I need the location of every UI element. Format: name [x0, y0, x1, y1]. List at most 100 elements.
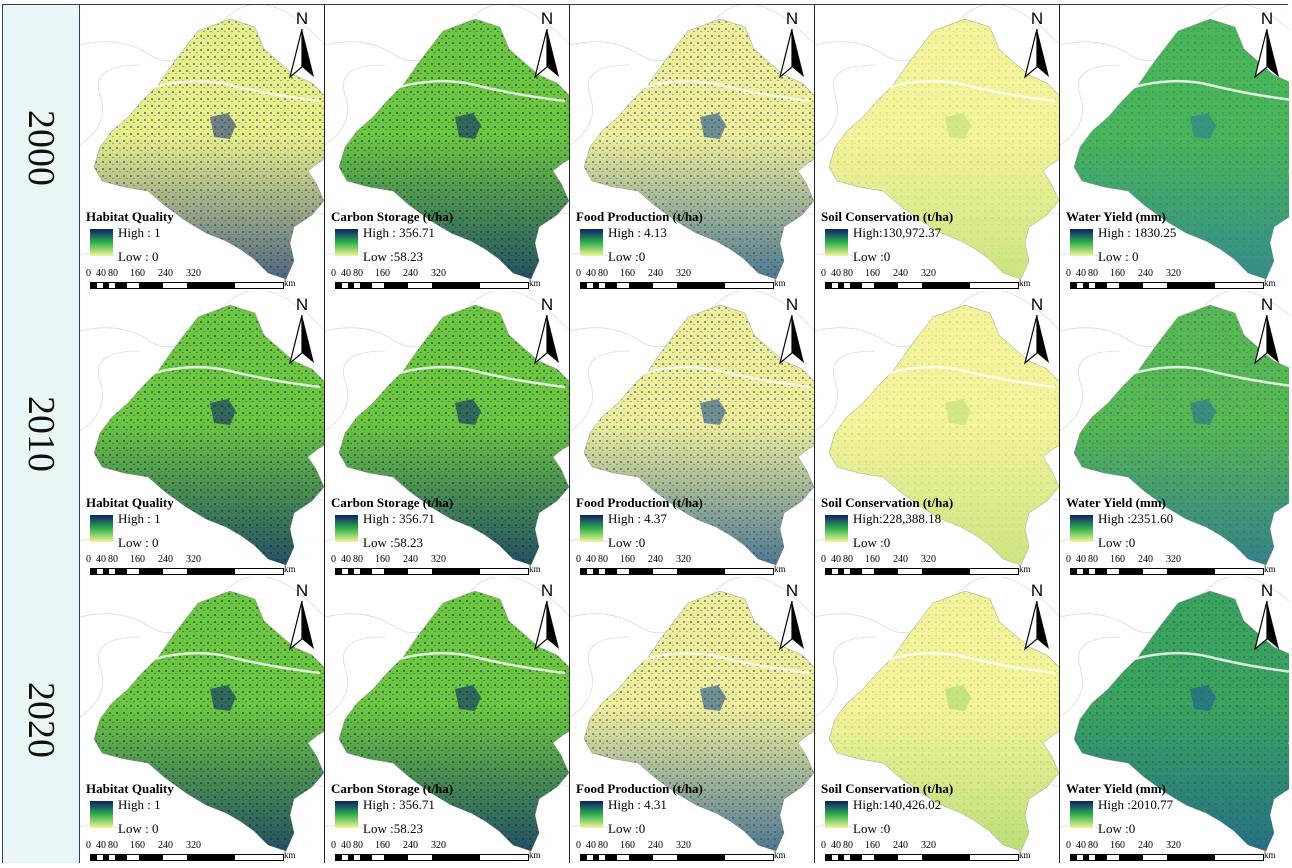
study-region-shade	[829, 19, 1059, 279]
color-ramp	[90, 515, 113, 542]
lake	[455, 399, 481, 425]
legend-title: Food Production (t/ha)	[576, 495, 703, 510]
study-region-shade	[584, 19, 814, 279]
scale-tick: 160	[620, 268, 635, 279]
legend: Soil Conservation (t/ha) High:140,426.02 L…	[821, 781, 1021, 836]
map-raster	[1060, 577, 1289, 852]
map-raster	[570, 291, 814, 566]
lake	[700, 399, 726, 425]
north-arrow-icon: N	[1023, 9, 1051, 79]
river	[139, 651, 321, 675]
legend: Water Yield (mm) High : 1830.25 Low : 0	[1066, 209, 1266, 264]
year-label: 2020	[20, 682, 62, 758]
scale-bar: 0 40 80 160 240 320 km	[576, 268, 796, 290]
scale-tick: 320	[186, 554, 201, 565]
legend-title: Habitat Quality	[86, 495, 174, 510]
map-panel: N Food Production (t/ha) High : 4.31 Low :0…	[570, 577, 815, 863]
north-label: N	[1030, 9, 1044, 28]
color-ramp	[90, 801, 113, 828]
scale-tick: 240	[1138, 268, 1153, 279]
color-ramp	[825, 229, 848, 256]
scale-tick: 160	[620, 840, 635, 851]
scale-tick: 0	[821, 840, 826, 851]
scale-tick: 40	[831, 268, 841, 279]
legend-low: Low :58.23	[363, 821, 423, 836]
north-label: N	[1260, 295, 1274, 314]
scale-tick: 40	[1076, 840, 1086, 851]
scale-segments	[90, 568, 284, 575]
scale-unit: km	[529, 278, 541, 288]
legend-title: Food Production (t/ha)	[576, 209, 703, 224]
map-raster	[1060, 291, 1289, 566]
legend-low: Low :0	[608, 249, 646, 264]
scale-tick: 160	[1110, 268, 1125, 279]
legend-high: High :2010.77	[1098, 797, 1174, 812]
scale-tick: 0	[1066, 554, 1071, 565]
scale-tick: 240	[158, 268, 173, 279]
river	[1119, 79, 1289, 101]
scale-tick: 0	[576, 840, 581, 851]
scale-bar: 0 40 80 160 240 320 km	[576, 554, 796, 576]
lake	[700, 113, 726, 139]
map-panel: N Habitat Quality High : 1 Low : 0 0 40 80 160 2…	[80, 577, 325, 863]
scale-tick: 40	[586, 268, 596, 279]
scale-tick: 320	[186, 268, 201, 279]
scale-tick: 320	[676, 554, 691, 565]
legend: Food Production (t/ha) High : 4.31 Low :0	[576, 781, 776, 836]
year-cell: 2000	[3, 5, 80, 291]
map-panel: N Soil Conservation (t/ha) High:228,388.18…	[815, 291, 1060, 577]
scale-segments	[825, 568, 1019, 575]
map-raster	[325, 577, 569, 852]
legend-low: Low : 0	[118, 249, 159, 264]
legend-title: Water Yield (mm)	[1066, 209, 1166, 224]
scale-segments	[1070, 282, 1264, 289]
north-label: N	[1030, 295, 1044, 314]
scale-segments	[335, 854, 529, 861]
figure-grid: 2000 N Habitat Quality High : 1 Low : 0 0 40 80…	[2, 4, 1289, 863]
scale-tick: 0	[821, 268, 826, 279]
scale-bar: 0 40 80 160 240 320 km	[86, 554, 306, 576]
river	[1119, 651, 1289, 673]
color-ramp	[580, 515, 603, 542]
scale-tick: 240	[648, 268, 663, 279]
legend-high: High : 1830.25	[1098, 225, 1177, 240]
scale-segments	[825, 282, 1019, 289]
scale-unit: km	[774, 850, 786, 860]
lake	[700, 685, 726, 711]
scale-tick: 0	[86, 268, 91, 279]
scale-tick: 320	[431, 554, 446, 565]
north-arrow-icon: N	[533, 295, 561, 365]
scale-tick: 160	[1110, 840, 1125, 851]
map-raster	[325, 5, 569, 280]
legend: Food Production (t/ha) High : 4.37 Low :0	[576, 495, 776, 550]
scale-tick: 320	[431, 840, 446, 851]
legend-high: High : 4.31	[608, 797, 667, 812]
study-region-shade	[1074, 305, 1289, 565]
scale-tick: 320	[1166, 268, 1181, 279]
scale-tick: 160	[1110, 554, 1125, 565]
north-label: N	[1030, 581, 1044, 600]
map-panel: N Carbon Storage (t/ha) High : 356.71 Low :…	[325, 5, 570, 291]
legend: Water Yield (mm) High :2351.60 Low :0	[1066, 495, 1266, 550]
color-ramp	[1070, 229, 1093, 256]
scale-tick: 40	[341, 840, 351, 851]
scale-tick: 240	[893, 840, 908, 851]
scale-tick: 240	[158, 840, 173, 851]
map-panel: N Soil Conservation (t/ha) High:130,972.37…	[815, 5, 1060, 291]
study-region-shade	[339, 305, 569, 565]
north-label: N	[785, 581, 799, 600]
north-arrow-icon: N	[1023, 295, 1051, 365]
year-label: 2000	[20, 110, 62, 186]
legend: Habitat Quality High : 1 Low : 0	[86, 781, 286, 836]
scale-tick: 40	[341, 554, 351, 565]
north-label: N	[540, 9, 554, 28]
study-region-shade	[94, 19, 324, 279]
scale-tick: 160	[130, 268, 145, 279]
map-panel: N Habitat Quality High : 1 Low : 0 0 40 80 160 2…	[80, 291, 325, 577]
scale-bar: 0 40 80 160 240 320 km	[331, 554, 551, 576]
legend-high: High : 4.37	[608, 511, 667, 526]
legend-title: Habitat Quality	[86, 209, 174, 224]
lake	[1190, 113, 1216, 139]
scale-tick: 80	[353, 268, 363, 279]
scale-tick: 0	[576, 554, 581, 565]
